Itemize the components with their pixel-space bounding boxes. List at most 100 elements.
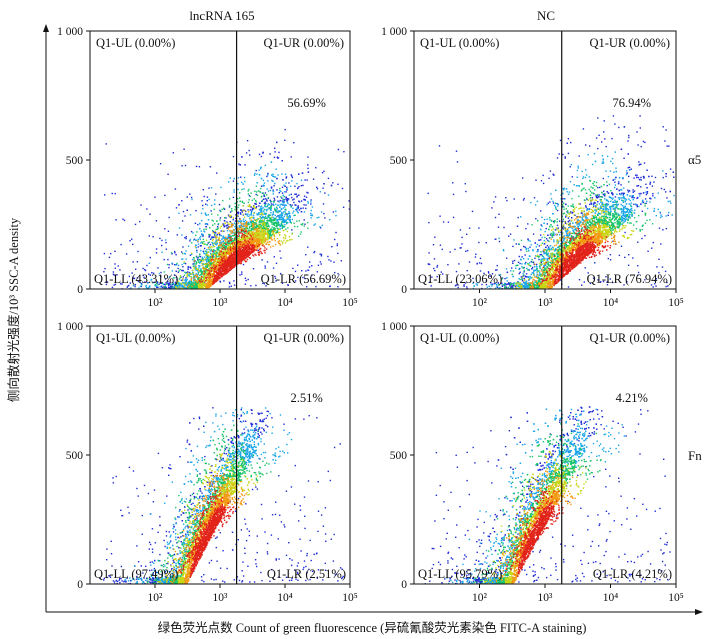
data-point	[203, 269, 205, 271]
data-point	[158, 283, 160, 285]
data-point	[307, 167, 309, 170]
data-point	[279, 214, 281, 217]
data-point	[267, 180, 269, 182]
data-point	[305, 204, 307, 206]
data-point	[248, 227, 251, 229]
data-point	[233, 231, 235, 233]
data-point	[253, 222, 255, 224]
data-point	[231, 208, 233, 210]
data-point	[300, 223, 302, 226]
data-point	[311, 206, 314, 208]
data-point	[240, 224, 243, 226]
data-point	[306, 221, 309, 224]
data-point	[162, 282, 164, 284]
data-point	[219, 266, 222, 268]
data-point	[284, 214, 286, 216]
data-point	[256, 247, 258, 249]
data-point	[270, 187, 273, 189]
data-point	[298, 200, 300, 202]
data-point	[229, 248, 232, 250]
data-point	[195, 244, 197, 246]
data-point	[286, 216, 288, 219]
data-point	[272, 180, 274, 182]
data-point	[189, 214, 192, 216]
row-label-fn: Fn	[688, 448, 702, 463]
data-point	[240, 181, 243, 183]
data-point	[239, 243, 241, 245]
data-point	[258, 227, 260, 230]
data-point	[322, 187, 324, 189]
data-point	[242, 246, 244, 249]
data-point	[237, 237, 239, 239]
data-point	[272, 213, 274, 215]
data-point	[231, 238, 234, 240]
data-point	[240, 225, 242, 228]
data-point	[178, 212, 180, 214]
data-point	[157, 286, 159, 288]
data-point	[227, 222, 229, 224]
data-point	[271, 226, 273, 228]
data-point	[284, 204, 286, 206]
data-point	[226, 241, 228, 243]
data-point	[254, 253, 256, 255]
data-point	[255, 240, 257, 242]
data-point	[272, 189, 274, 191]
data-point	[203, 277, 206, 279]
data-point	[306, 286, 308, 288]
data-point	[275, 168, 277, 170]
data-point	[227, 249, 230, 252]
data-point	[233, 280, 235, 282]
data-point	[152, 282, 154, 284]
data-point	[284, 221, 286, 223]
data-point	[300, 231, 302, 233]
data-point	[209, 280, 211, 282]
data-point	[252, 221, 254, 223]
data-point	[262, 236, 264, 239]
data-point	[319, 191, 321, 193]
data-point	[282, 202, 284, 204]
data-point	[290, 193, 292, 196]
data-point	[280, 212, 283, 215]
data-point	[168, 216, 170, 219]
data-point	[227, 251, 229, 253]
data-point	[198, 284, 200, 287]
data-point	[236, 201, 238, 203]
data-point	[248, 244, 250, 246]
data-point	[160, 285, 163, 287]
data-point	[219, 262, 221, 264]
data-point	[201, 200, 203, 202]
data-point	[198, 282, 200, 284]
data-point	[184, 281, 186, 284]
data-point	[197, 271, 200, 274]
data-point	[271, 223, 273, 225]
data-point	[191, 252, 193, 254]
data-point	[282, 211, 285, 213]
data-point	[266, 199, 268, 201]
data-point	[216, 172, 218, 174]
data-point	[233, 242, 236, 244]
data-point	[190, 196, 193, 199]
data-point	[275, 262, 278, 264]
data-point	[213, 245, 216, 248]
data-point	[197, 277, 200, 279]
data-point	[113, 284, 115, 286]
data-point	[269, 199, 271, 202]
data-point	[256, 182, 258, 184]
data-point	[335, 214, 337, 217]
data-point	[215, 278, 218, 280]
data-point	[241, 227, 243, 229]
data-point	[253, 225, 256, 227]
data-point	[281, 204, 283, 206]
data-point	[165, 286, 167, 289]
data-point	[254, 223, 256, 225]
data-point	[194, 286, 196, 288]
data-point	[282, 194, 284, 197]
data-point	[200, 212, 203, 214]
data-point	[281, 221, 283, 223]
data-point	[217, 278, 219, 280]
data-point	[199, 282, 201, 285]
data-point	[254, 235, 256, 237]
data-point	[248, 231, 250, 233]
data-point	[228, 251, 230, 253]
data-point	[237, 197, 239, 200]
